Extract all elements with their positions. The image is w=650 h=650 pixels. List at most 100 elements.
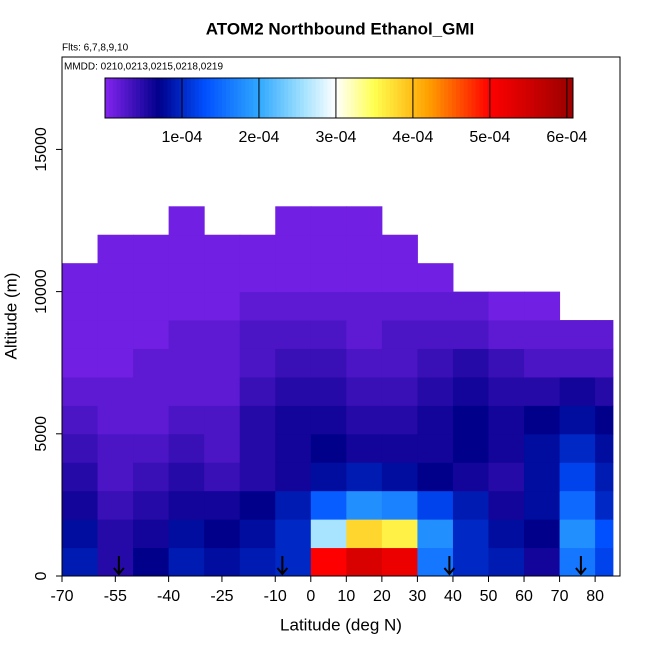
colorbar-segment	[471, 78, 476, 118]
heat-cell	[97, 376, 134, 406]
colorbar-segment	[116, 78, 122, 118]
arrow	[113, 556, 125, 576]
heat-cell	[559, 348, 596, 378]
heat-cell	[595, 462, 614, 492]
heat-cell	[239, 405, 276, 435]
x-tick-label: -40	[157, 588, 180, 605]
heat-cell	[62, 348, 99, 378]
y-axis-label: Altitude (m)	[1, 273, 20, 360]
colorbar-segment	[498, 78, 504, 118]
heat-cell	[97, 348, 134, 378]
x-tick-label: -25	[210, 588, 233, 605]
colorbar-segment	[198, 78, 203, 118]
heat-cell	[275, 348, 312, 378]
heat-cell	[417, 490, 454, 520]
colorbar-segment	[459, 78, 465, 118]
colorbar-segment	[210, 78, 215, 118]
colorbar-segment	[315, 78, 320, 118]
colorbar-segment	[261, 78, 266, 118]
colorbar-segment	[128, 78, 133, 118]
colorbar-segment	[370, 78, 375, 118]
colorbar-segment	[553, 78, 558, 118]
heat-cell	[524, 320, 561, 349]
colorbar-segment	[452, 78, 457, 118]
heat-cell	[452, 348, 489, 378]
heat-cell	[310, 462, 347, 492]
heat-cell	[204, 348, 241, 378]
colorbar-segment	[549, 78, 554, 118]
colorbar-tick-label: 5e-04	[469, 129, 510, 146]
heat-cell	[381, 348, 418, 378]
heat-cell	[488, 291, 525, 321]
heat-cell	[524, 348, 561, 378]
heat-cell	[275, 490, 312, 520]
y-tick-label: 5000	[33, 416, 50, 452]
x-tick-label: 10	[337, 588, 355, 605]
heat-cell	[204, 263, 241, 293]
colorbar-segment	[229, 78, 235, 118]
heat-cell	[559, 376, 596, 406]
heat-cell	[204, 291, 241, 321]
colorbar-segment	[510, 78, 515, 118]
x-axis-label: Latitude (deg N)	[280, 615, 402, 634]
colorbar-segment	[342, 78, 348, 118]
colorbar-segment	[214, 78, 219, 118]
heat-cell	[417, 291, 454, 321]
heat-cell	[133, 462, 170, 492]
colorbar-segment	[440, 78, 445, 118]
x-tick-label: 0	[306, 588, 315, 605]
colorbar-segment	[428, 78, 434, 118]
heat-cell	[239, 519, 276, 549]
colorbar-segment	[163, 78, 168, 118]
heat-cell	[524, 291, 561, 321]
x-tick-label: 60	[515, 588, 533, 605]
colorbar-segment	[120, 78, 125, 118]
colorbar-segment	[307, 78, 313, 118]
heat-cell	[417, 405, 454, 435]
colorbar-segment	[405, 78, 410, 118]
heat-cell	[168, 263, 205, 293]
heat-cell	[239, 462, 276, 492]
heat-cell	[62, 462, 99, 492]
heat-cell	[346, 348, 383, 378]
colorbar-segment	[124, 78, 129, 118]
colorbar-segment	[561, 78, 566, 118]
colorbar-segment	[366, 78, 371, 118]
colorbar-segment	[463, 78, 469, 118]
heat-cell	[381, 462, 418, 492]
heat-cell	[559, 490, 596, 520]
heat-cell	[524, 376, 561, 406]
heat-cell	[381, 519, 418, 549]
y-tick-label: 15000	[33, 127, 50, 172]
heat-cell	[62, 320, 99, 349]
colorbar-segment	[569, 78, 574, 118]
colorbar-segment	[186, 78, 192, 118]
heat-cell	[62, 433, 99, 463]
colorbar-segment	[335, 78, 340, 118]
heat-cell	[97, 263, 134, 293]
colorbar-segment	[389, 78, 395, 118]
heat-cell	[133, 405, 170, 435]
heat-cell	[97, 320, 134, 349]
colorbar-segment	[502, 78, 508, 118]
heat-cell	[381, 433, 418, 463]
colorbar-segment	[222, 78, 227, 118]
colorbar-segment	[518, 78, 523, 118]
colorbar-segment	[140, 78, 145, 118]
heat-cell	[239, 348, 276, 378]
heat-cell	[524, 433, 561, 463]
heat-cell	[97, 234, 134, 264]
heat-cell	[417, 519, 454, 549]
colorbar-segment	[467, 78, 473, 118]
colorbar-segment	[331, 78, 336, 118]
heat-cell	[452, 462, 489, 492]
heat-cell	[204, 376, 241, 406]
colorbar-segment	[319, 78, 324, 118]
heat-cell	[168, 348, 205, 378]
colorbar-segment	[534, 78, 539, 118]
colorbar-segment	[401, 78, 406, 118]
heat-cell	[62, 405, 99, 435]
x-tick-label: -70	[50, 588, 73, 605]
heat-cell	[595, 348, 614, 378]
colorbar-segment	[323, 78, 328, 118]
